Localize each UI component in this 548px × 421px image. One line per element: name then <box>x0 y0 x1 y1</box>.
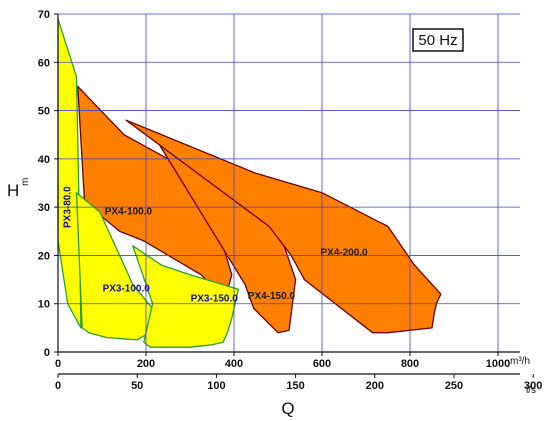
x-tick-label-ls: 250 <box>445 380 463 392</box>
x-tick-label-m3h: 0 <box>55 358 61 370</box>
x-tick-label-ls: 50 <box>131 380 143 392</box>
region-label-px4-150-0: PX4-150.0 <box>248 291 296 302</box>
x-tick-label-m3h: 800 <box>401 358 419 370</box>
y-tick-label: 40 <box>38 154 50 166</box>
y-tick-label: 0 <box>44 347 50 359</box>
region-px3-150-0 <box>132 245 240 348</box>
y-tick-label: 10 <box>38 299 50 311</box>
x-tick-label-m3h: 400 <box>225 358 243 370</box>
region-label-px4-200-0: PX4-200.0 <box>320 247 368 258</box>
y-tick-label: 60 <box>38 57 50 69</box>
x-axis-title: Q <box>281 399 294 418</box>
y-tick-label: 20 <box>38 250 50 262</box>
chart-axes: 0 10 20 30 40 50 60 70 0 200 400 600 800 1000 0 50 100 15… <box>38 9 543 392</box>
x-tick-label-ls: 100 <box>207 380 225 392</box>
x-tick-label-ls: 150 <box>286 380 304 392</box>
y-tick-label: 70 <box>38 9 50 21</box>
region-px3-80-0 <box>57 18 82 329</box>
region-label-px3-80-0: PX3-80.0 <box>62 186 73 228</box>
frequency-badge-text: 50 Hz <box>418 32 457 49</box>
x-unit-ls: l/s <box>526 385 536 396</box>
frequency-badge: 50 Hz <box>412 28 464 52</box>
region-label-px4-100-0: PX4-100.0 <box>105 206 153 217</box>
x-tick-label-m3h: 1000 <box>486 358 510 370</box>
y-tick-label: 50 <box>38 106 50 118</box>
region-label-px3-100-0: PX3-100.0 <box>103 284 151 295</box>
region-labels: PX4-100.0 PX4-150.0 PX4-200.0 PX3-80.0 PX3-1… <box>62 186 368 304</box>
region-px4-200-0 <box>125 119 442 334</box>
x-tick-label-ls: 300 <box>524 380 542 392</box>
x-tick-label-m3h: 600 <box>313 358 331 370</box>
region-label-px3-150-0: PX3-150.0 <box>191 293 239 304</box>
x-unit-m3h: m³/h <box>510 356 530 367</box>
performance-regions <box>57 18 442 348</box>
y-tick-label: 30 <box>38 202 50 214</box>
y-axis-unit: m <box>20 178 31 186</box>
y-axis-title: H <box>7 181 19 200</box>
x-tick-label-ls: 0 <box>55 380 61 392</box>
frequency-badge-box <box>412 28 464 52</box>
x-tick-label-ls: 200 <box>366 380 384 392</box>
x-tick-label-m3h: 200 <box>137 358 155 370</box>
